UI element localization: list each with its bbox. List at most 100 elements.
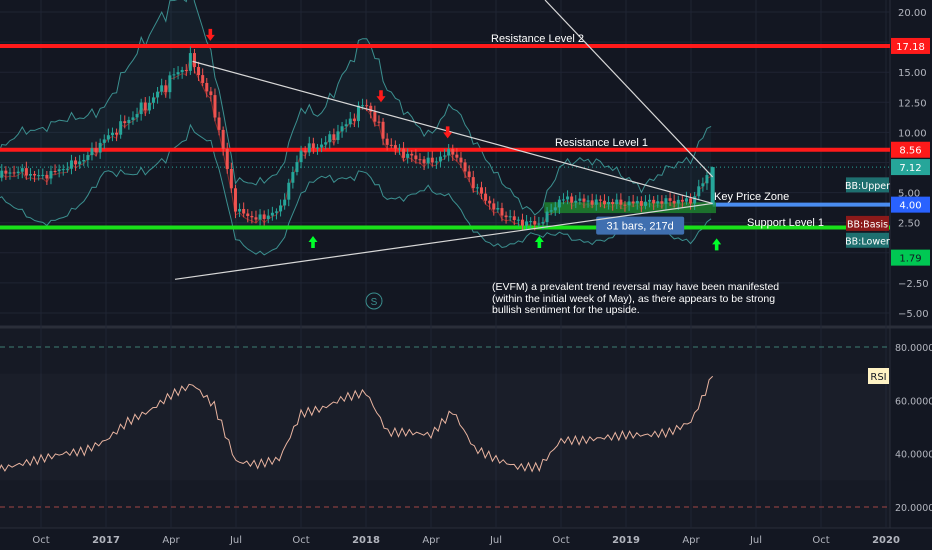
candle-body (127, 119, 131, 124)
rsi-badge-label: RSI (870, 372, 886, 383)
candle-body (664, 198, 668, 204)
time-tick-label: Jul (749, 535, 762, 546)
bb-lower-tag-label: BB:Lower (845, 236, 890, 247)
candle-body (8, 172, 12, 174)
resistance-level-1-label: Resistance Level 1 (555, 137, 648, 149)
candle-body (537, 223, 541, 225)
candle-body (168, 75, 172, 93)
candle-body (352, 118, 356, 122)
candle-body (430, 157, 434, 163)
candle-body (94, 148, 98, 153)
candle-body (492, 203, 496, 210)
up-arrow-icon (712, 238, 722, 251)
candle-body (82, 159, 86, 162)
candle-body (607, 202, 611, 205)
price-tick-label: 2.50 (898, 219, 920, 230)
candle-body (4, 170, 8, 174)
candle-body (332, 134, 336, 141)
candle-body (279, 205, 283, 212)
candle-body (250, 216, 254, 218)
candle-body (426, 157, 430, 164)
time-tick-label: 2017 (92, 535, 120, 546)
candle-body (57, 169, 61, 172)
bb-upper-tag (846, 177, 889, 193)
candle-body (131, 117, 135, 120)
candle-body (262, 214, 266, 219)
rsi-tick-label: 20.0000 (895, 503, 932, 514)
time-tick-label: Apr (162, 535, 180, 546)
candle-body (516, 219, 520, 221)
analysis-note: (EVFM) a prevalent trend reversal may ha… (492, 281, 780, 316)
time-tick-label: 2018 (352, 535, 380, 546)
candle-body (172, 74, 176, 76)
candle-body (311, 143, 315, 149)
candle-body (602, 200, 606, 205)
candle-body (672, 200, 676, 204)
bb-upper-tag-label: BB:Upper (845, 181, 890, 192)
bb-lower-tag (846, 232, 889, 248)
candle-body (410, 153, 414, 156)
candle-body (438, 156, 442, 162)
descending-trendline (192, 60, 713, 205)
candle-body (389, 144, 393, 146)
last-price-badge-label: 7.12 (899, 163, 921, 174)
candle-body (533, 221, 537, 225)
resistance-1-badge-label: 8.56 (899, 146, 921, 157)
candle-body (635, 200, 639, 204)
time-tick-label: 2020 (872, 535, 900, 546)
resistance-1-badge (891, 141, 930, 158)
candle-body (385, 138, 389, 145)
candle-body (74, 160, 78, 165)
down-arrow-icon (376, 90, 386, 103)
candle-body (320, 144, 324, 148)
candle-body (680, 199, 684, 202)
candle-body (176, 72, 180, 75)
candles (0, 46, 715, 231)
resistance-2-badge-label: 17.18 (896, 42, 925, 53)
candle-body (693, 196, 697, 204)
candle-body (324, 142, 328, 145)
down-arrow-icon (443, 126, 453, 139)
candle-body (24, 168, 28, 176)
candle-body (471, 177, 475, 189)
candle-body (561, 199, 565, 201)
candle-body (422, 159, 426, 164)
candle-body (229, 168, 233, 189)
candle-body (143, 102, 147, 111)
candle-body (570, 196, 574, 203)
candle-body (689, 198, 693, 204)
candle-body (541, 222, 545, 224)
candle-body (549, 210, 553, 212)
key-price-zone-label: Key Price Zone (714, 191, 790, 203)
candle-body (582, 198, 586, 202)
candle-body (648, 199, 652, 202)
candle-body (488, 200, 492, 204)
rsi-band-fill (0, 374, 890, 481)
candle-body (619, 199, 623, 205)
candle-body (520, 219, 524, 226)
candle-body (270, 212, 274, 216)
candle-body (86, 155, 90, 160)
steep-trendline (544, 0, 714, 178)
candle-body (451, 148, 455, 155)
up-arrow-icon (534, 235, 544, 248)
candle-body (340, 126, 344, 132)
candle-body (197, 66, 201, 76)
candle-body (594, 199, 598, 205)
candle-body (406, 153, 410, 158)
time-tick-label: Oct (32, 535, 49, 546)
candle-body (12, 172, 16, 174)
time-tick-label: Jul (489, 535, 502, 546)
rsi-tick-label: 40.0000 (895, 450, 932, 461)
candle-body (315, 147, 319, 149)
candle-body (78, 161, 82, 165)
time-tick-label: Oct (812, 535, 829, 546)
candle-body (475, 187, 479, 189)
s-marker-label: S (371, 297, 378, 308)
candle-body (0, 170, 4, 178)
price-tick-label: 5.00 (898, 189, 920, 200)
candle-body (496, 208, 500, 210)
candle-body (102, 139, 106, 143)
candle-body (369, 105, 373, 112)
candle-body (348, 118, 352, 125)
